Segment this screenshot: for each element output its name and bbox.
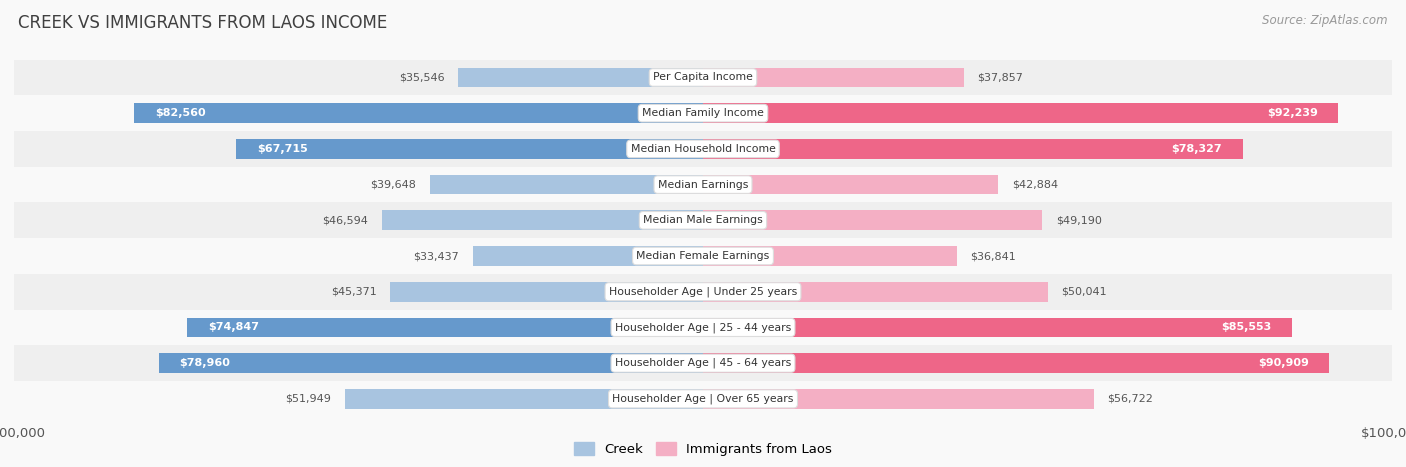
Text: $74,847: $74,847 <box>208 322 259 333</box>
Text: Householder Age | 25 - 44 years: Householder Age | 25 - 44 years <box>614 322 792 333</box>
Text: $78,960: $78,960 <box>180 358 231 368</box>
FancyBboxPatch shape <box>14 203 1392 238</box>
Text: $36,841: $36,841 <box>970 251 1017 261</box>
Text: Householder Age | Over 65 years: Householder Age | Over 65 years <box>612 394 794 404</box>
FancyBboxPatch shape <box>14 60 1392 95</box>
FancyBboxPatch shape <box>14 381 1392 417</box>
Text: $50,041: $50,041 <box>1062 287 1107 297</box>
FancyBboxPatch shape <box>14 345 1392 381</box>
Text: $78,327: $78,327 <box>1171 144 1222 154</box>
Text: $49,190: $49,190 <box>1056 215 1101 225</box>
FancyBboxPatch shape <box>14 131 1392 167</box>
Bar <box>703 318 1292 337</box>
Text: $39,648: $39,648 <box>370 180 416 190</box>
FancyBboxPatch shape <box>14 167 1392 203</box>
Text: $35,546: $35,546 <box>399 72 444 83</box>
Bar <box>159 354 703 373</box>
Bar <box>703 246 957 266</box>
Text: Householder Age | 45 - 64 years: Householder Age | 45 - 64 years <box>614 358 792 368</box>
Bar <box>236 139 703 159</box>
Bar <box>382 211 703 230</box>
Text: Median Household Income: Median Household Income <box>630 144 776 154</box>
Bar <box>703 211 1042 230</box>
Text: $45,371: $45,371 <box>330 287 377 297</box>
Text: Median Male Earnings: Median Male Earnings <box>643 215 763 225</box>
Bar <box>187 318 703 337</box>
Bar <box>458 68 703 87</box>
Bar <box>703 103 1339 123</box>
Text: CREEK VS IMMIGRANTS FROM LAOS INCOME: CREEK VS IMMIGRANTS FROM LAOS INCOME <box>18 14 388 32</box>
Text: $85,553: $85,553 <box>1222 322 1272 333</box>
Text: Median Family Income: Median Family Income <box>643 108 763 118</box>
Text: Householder Age | Under 25 years: Householder Age | Under 25 years <box>609 286 797 297</box>
Text: $92,239: $92,239 <box>1267 108 1317 118</box>
Text: $90,909: $90,909 <box>1258 358 1309 368</box>
Bar <box>703 354 1329 373</box>
FancyBboxPatch shape <box>14 310 1392 345</box>
Bar <box>134 103 703 123</box>
Text: $82,560: $82,560 <box>155 108 205 118</box>
Text: $33,437: $33,437 <box>413 251 458 261</box>
Text: $51,949: $51,949 <box>285 394 332 404</box>
Text: $42,884: $42,884 <box>1012 180 1059 190</box>
Text: Per Capita Income: Per Capita Income <box>652 72 754 83</box>
Text: Source: ZipAtlas.com: Source: ZipAtlas.com <box>1263 14 1388 27</box>
Bar <box>703 282 1047 302</box>
Text: Median Female Earnings: Median Female Earnings <box>637 251 769 261</box>
Legend: Creek, Immigrants from Laos: Creek, Immigrants from Laos <box>568 436 838 461</box>
Bar <box>391 282 703 302</box>
Bar <box>703 68 963 87</box>
Text: $46,594: $46,594 <box>322 215 368 225</box>
FancyBboxPatch shape <box>14 95 1392 131</box>
Bar <box>344 389 703 409</box>
Text: Median Earnings: Median Earnings <box>658 180 748 190</box>
Text: $56,722: $56,722 <box>1108 394 1153 404</box>
FancyBboxPatch shape <box>14 274 1392 310</box>
Bar <box>703 139 1243 159</box>
Bar <box>703 389 1094 409</box>
FancyBboxPatch shape <box>14 238 1392 274</box>
Text: $67,715: $67,715 <box>257 144 308 154</box>
Bar <box>472 246 703 266</box>
Text: $37,857: $37,857 <box>977 72 1024 83</box>
Bar <box>703 175 998 194</box>
Bar <box>430 175 703 194</box>
